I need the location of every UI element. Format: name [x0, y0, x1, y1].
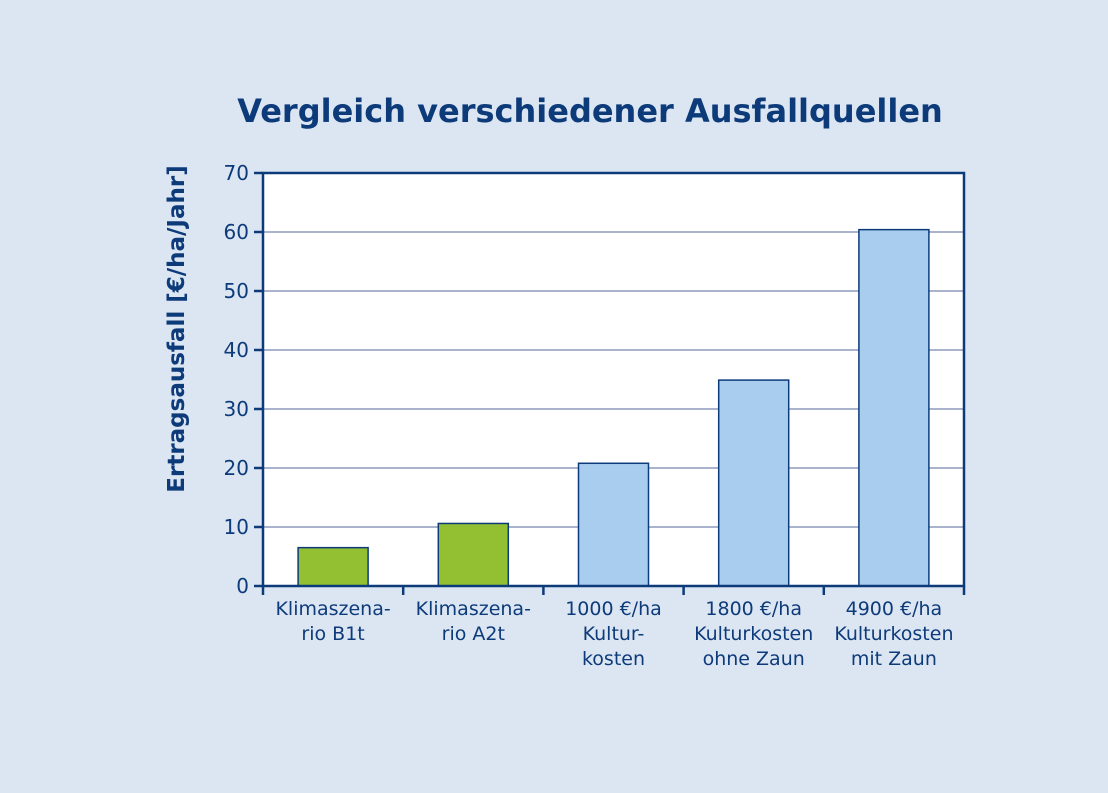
bar [577, 462, 650, 587]
chart-title: Vergleich verschiedener Ausfallquellen [237, 92, 943, 130]
bar [858, 228, 930, 587]
y-axis-label: Ertragsausfall [€/ha/Jahr] [164, 165, 190, 492]
bar [717, 379, 790, 587]
y-tick-label: 70 [224, 161, 249, 185]
bar [297, 546, 369, 587]
y-tick-label: 50 [224, 279, 249, 303]
x-category-label: ohne Zaun [703, 648, 805, 670]
bar [437, 522, 510, 587]
x-category-label: mit Zaun [851, 648, 937, 670]
x-category-label: Kulturkosten [694, 623, 813, 645]
x-category-label: 1000 €/ha [565, 598, 662, 620]
plot-area: 0 10 20 30 40 50 60 70 Klimaszena-rio B1t Klimasz… [224, 161, 966, 670]
y-tick-label: 30 [224, 397, 249, 421]
x-category-label: Klimaszena- [275, 598, 390, 620]
y-tick-label: 20 [224, 456, 249, 480]
x-category-label: 4900 €/ha [846, 598, 943, 620]
x-category-label: rio B1t [301, 623, 364, 645]
x-category-label: kosten [582, 648, 645, 670]
x-category-label: 1800 €/ha [705, 598, 802, 620]
y-tick-label: 60 [224, 220, 249, 244]
y-tick-label: 10 [224, 515, 249, 539]
plot-frame [261, 171, 966, 588]
x-category-label: rio A2t [442, 623, 505, 645]
x-category-label: Klimaszena- [416, 598, 531, 620]
x-category-label: Kulturkosten [834, 623, 953, 645]
y-tick-label: 0 [236, 574, 249, 598]
x-category-label: Kultur- [583, 623, 645, 645]
y-tick-label: 40 [224, 338, 249, 362]
